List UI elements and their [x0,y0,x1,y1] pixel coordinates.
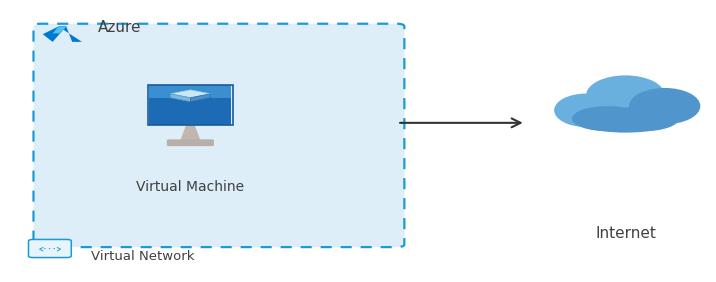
Polygon shape [43,27,67,42]
Polygon shape [190,94,211,102]
Ellipse shape [554,94,619,127]
Polygon shape [52,27,67,34]
Text: Internet: Internet [595,226,656,241]
Ellipse shape [574,105,677,133]
FancyBboxPatch shape [150,85,231,98]
FancyBboxPatch shape [167,139,214,146]
Ellipse shape [572,106,643,131]
Polygon shape [170,94,190,102]
Polygon shape [59,27,82,42]
Text: Azure: Azure [97,20,141,36]
Ellipse shape [629,88,700,124]
FancyBboxPatch shape [150,85,231,125]
FancyBboxPatch shape [29,239,72,257]
Text: Virtual Machine: Virtual Machine [136,180,244,194]
Ellipse shape [608,106,679,131]
Text: Virtual Network: Virtual Network [90,250,194,263]
Polygon shape [180,125,200,140]
FancyBboxPatch shape [34,24,405,247]
Ellipse shape [586,75,664,114]
Polygon shape [170,90,211,98]
Text: <···>: <···> [39,244,62,253]
